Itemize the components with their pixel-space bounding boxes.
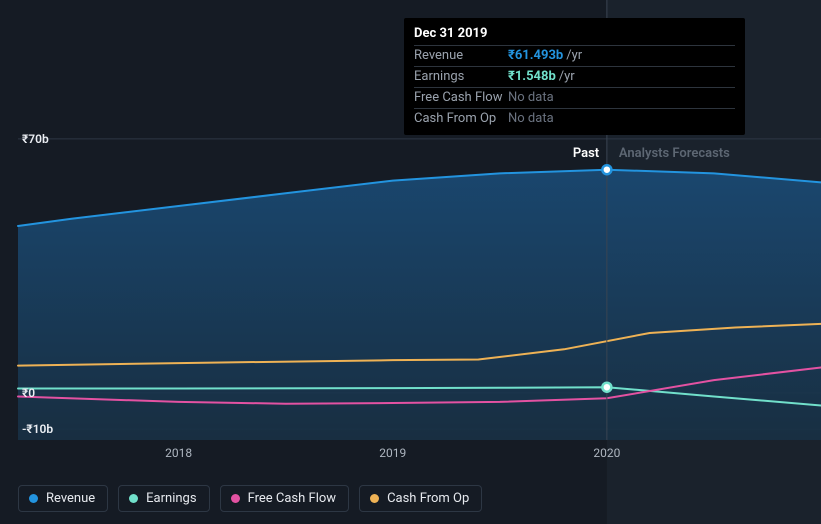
legend-label: Free Cash Flow — [248, 491, 336, 506]
y-axis-label: ₹0 — [22, 386, 35, 400]
y-axis-label: ₹70b — [22, 132, 49, 146]
tooltip-key: Revenue — [414, 48, 508, 64]
y-axis-label: -₹10b — [22, 422, 53, 436]
legend-item-earnings[interactable]: Earnings — [118, 485, 209, 512]
x-axis-label: 2020 — [593, 446, 620, 460]
tooltip-row: Free Cash FlowNo data — [414, 88, 735, 109]
future-label: Analysts Forecasts — [619, 146, 730, 161]
tooltip-row: Earnings₹1.548b/yr — [414, 67, 735, 88]
tooltip-key: Free Cash Flow — [414, 90, 508, 106]
tooltip-value: ₹61.493b — [508, 48, 563, 64]
legend-dot — [29, 494, 38, 503]
tooltip-date: Dec 31 2019 — [414, 24, 735, 46]
tooltip-key: Earnings — [414, 69, 508, 85]
tooltip-key: Cash From Op — [414, 111, 508, 127]
data-tooltip: Dec 31 2019 Revenue₹61.493b/yrEarnings₹1… — [404, 18, 745, 135]
tooltip-nodata: No data — [508, 111, 554, 127]
legend-label: Cash From Op — [387, 491, 469, 506]
legend-dot — [129, 494, 138, 503]
legend-label: Earnings — [146, 491, 196, 506]
tooltip-nodata: No data — [508, 90, 554, 106]
legend-item-cash-from-op[interactable]: Cash From Op — [359, 485, 482, 512]
x-axis-label: 2018 — [165, 446, 192, 460]
tooltip-row: Cash From OpNo data — [414, 109, 735, 129]
legend-item-revenue[interactable]: Revenue — [18, 485, 108, 512]
legend-label: Revenue — [46, 491, 95, 506]
tooltip-suffix: /yr — [559, 69, 575, 85]
past-label: Past — [573, 146, 599, 161]
x-axis-label: 2019 — [379, 446, 406, 460]
tooltip-row: Revenue₹61.493b/yr — [414, 46, 735, 67]
tooltip-value: ₹1.548b — [508, 69, 556, 85]
legend: Revenue Earnings Free Cash Flow Cash From O… — [18, 485, 482, 512]
legend-item-free-cash-flow[interactable]: Free Cash Flow — [220, 485, 349, 512]
legend-dot — [370, 494, 379, 503]
financial-chart[interactable]: Past Analysts Forecasts Dec 31 2019 Reve… — [0, 0, 821, 524]
legend-dot — [231, 494, 240, 503]
tooltip-suffix: /yr — [566, 48, 582, 64]
